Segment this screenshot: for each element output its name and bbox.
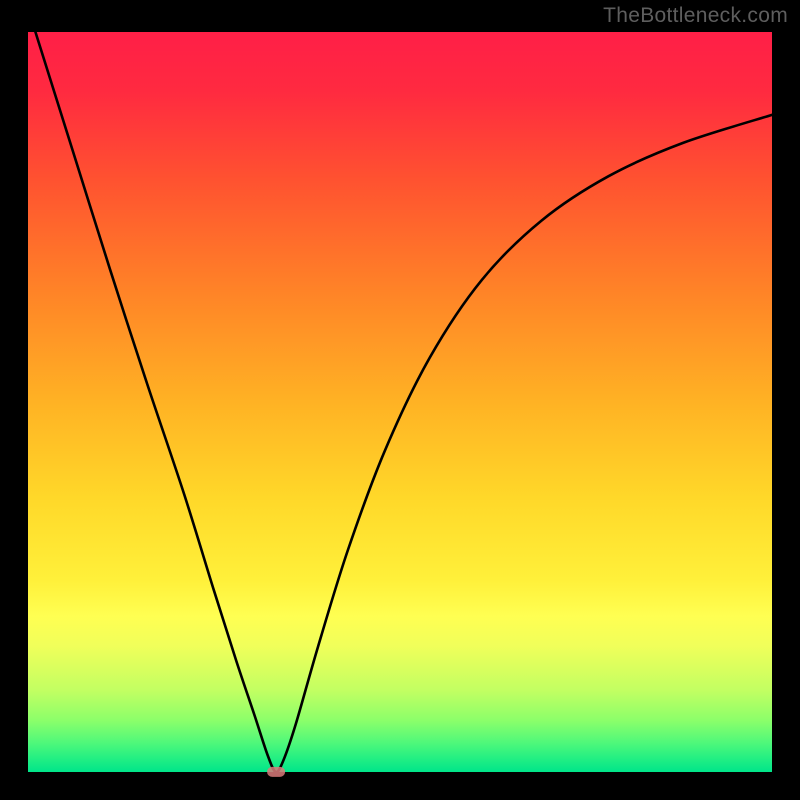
bottleneck-curve: [28, 32, 772, 772]
watermark-text: TheBottleneck.com: [603, 4, 788, 28]
page-root: { "canvas": { "width": 800, "height": 80…: [0, 0, 800, 800]
chart-plot-area: [28, 32, 772, 772]
optimal-point-marker: [267, 767, 285, 777]
